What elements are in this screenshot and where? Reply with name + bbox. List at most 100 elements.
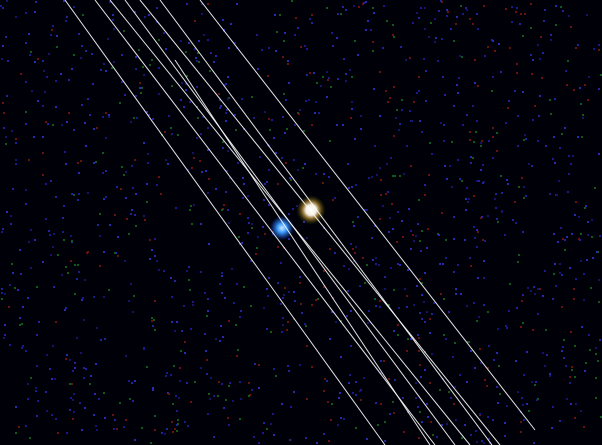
noise-pixel [205,350,207,352]
noise-pixel [111,67,113,69]
noise-pixel [322,76,324,78]
noise-pixel [575,47,577,49]
noise-pixel [553,136,555,138]
noise-pixel [384,440,386,442]
noise-pixel [565,365,567,367]
noise-pixel [570,163,572,165]
noise-pixel [567,60,569,62]
noise-pixel [582,114,584,116]
noise-pixel [128,300,130,302]
noise-pixel [364,282,366,284]
noise-pixel [574,345,576,347]
noise-pixel [227,150,229,152]
noise-pixel [239,316,241,318]
noise-pixel [438,234,440,236]
noise-pixel [438,10,440,12]
noise-pixel [528,163,530,165]
noise-pixel [251,96,253,98]
noise-pixel [598,88,600,90]
noise-pixel [572,155,574,157]
noise-pixel [168,115,170,117]
noise-pixel [227,76,229,78]
noise-pixel [560,6,562,8]
noise-pixel [171,133,173,135]
noise-pixel [257,68,259,70]
noise-pixel [481,440,483,442]
noise-pixel [4,293,6,295]
noise-pixel [72,370,74,372]
noise-pixel [424,194,426,196]
noise-pixel [1,231,3,233]
noise-pixel [154,238,156,240]
noise-pixel [149,258,151,260]
noise-pixel [97,224,99,226]
noise-pixel [168,393,170,395]
noise-pixel [156,21,158,23]
noise-pixel [134,439,136,441]
noise-pixel [77,264,79,266]
noise-pixel [425,100,427,102]
noise-pixel [520,326,522,328]
noise-pixel [239,213,241,215]
noise-pixel [318,112,320,114]
noise-pixel [569,376,571,378]
noise-pixel [94,393,96,395]
noise-pixel [351,186,353,188]
noise-pixel [537,288,539,290]
noise-pixel [288,370,290,372]
noise-pixel [15,159,17,161]
noise-pixel [568,15,570,17]
noise-pixel [25,111,27,113]
noise-pixel [476,180,478,182]
noise-pixel [508,100,510,102]
noise-pixel [257,236,259,238]
noise-pixel [577,44,579,46]
noise-pixel [293,291,295,293]
noise-pixel [263,199,265,201]
noise-pixel [178,397,180,399]
noise-pixel [206,359,208,361]
noise-pixel [62,231,64,233]
noise-pixel [419,364,421,366]
noise-pixel [537,313,539,315]
noise-pixel [35,390,37,392]
noise-pixel [134,11,136,13]
noise-pixel [539,95,541,97]
noise-pixel [20,73,22,75]
noise-pixel [385,193,387,195]
noise-pixel [462,124,464,126]
noise-pixel [206,373,208,375]
noise-pixel [415,397,417,399]
noise-pixel [45,218,47,220]
noise-pixel [397,263,399,265]
noise-pixel [2,102,4,104]
noise-pixel [351,76,353,78]
noise-pixel [329,248,331,250]
noise-pixel [584,207,586,209]
noise-pixel [174,428,176,430]
noise-pixel [125,171,127,173]
noise-pixel [264,111,266,113]
noise-pixel [25,203,27,205]
noise-pixel [56,46,58,48]
noise-pixel [281,403,283,405]
noise-pixel [380,179,382,181]
noise-pixel [323,433,325,435]
noise-pixel [473,226,475,228]
noise-pixel [77,199,79,201]
noise-pixel [240,310,242,312]
noise-pixel [574,214,576,216]
noise-pixel [236,283,238,285]
noise-pixel [589,349,591,351]
noise-pixel [152,325,154,327]
noise-pixel [504,422,506,424]
noise-pixel [291,0,293,2]
noise-pixel [48,53,50,55]
noise-pixel [11,263,13,265]
noise-pixel [131,209,133,211]
noise-pixel [375,257,377,259]
noise-pixel [455,23,457,25]
noise-pixel [399,175,401,177]
